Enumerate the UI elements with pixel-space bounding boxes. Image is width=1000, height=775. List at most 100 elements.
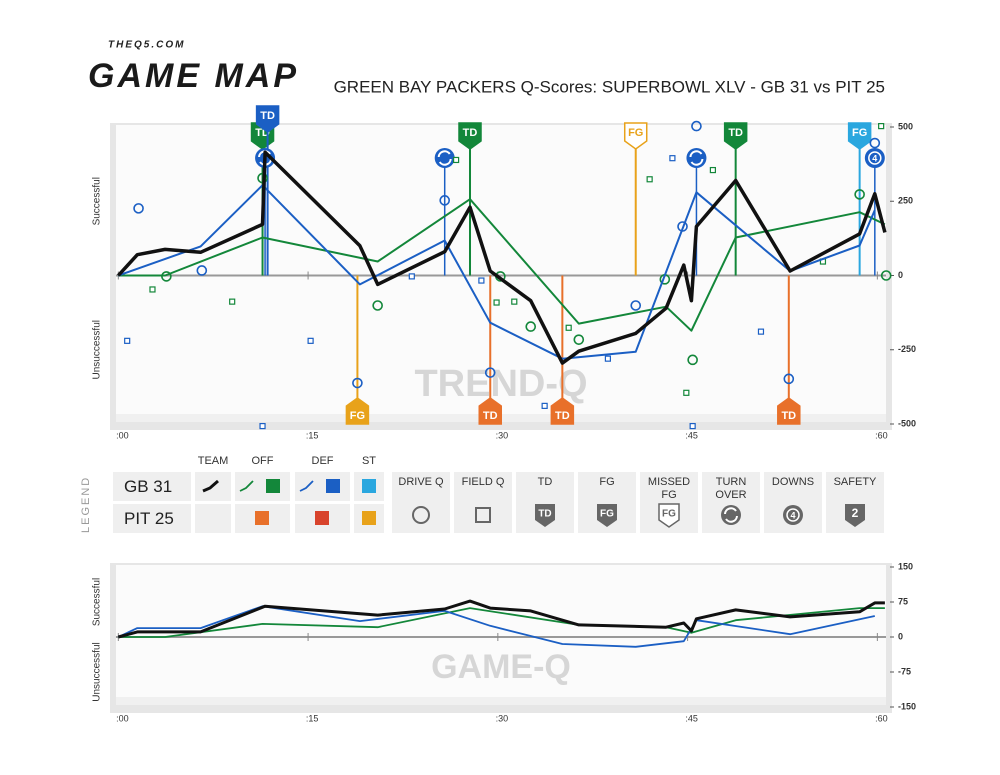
y-axis-label: Successful (92, 578, 103, 626)
panel-floor (116, 697, 886, 705)
legend-cell (195, 504, 231, 533)
legend-cell (354, 472, 384, 501)
event-flag (478, 397, 502, 425)
turnover-arrows (689, 150, 704, 166)
series-line (117, 599, 885, 639)
field-q (689, 422, 696, 430)
drive-q (869, 137, 881, 149)
icon-text: 2 (852, 506, 859, 520)
x-tick-label: :45 (685, 430, 698, 440)
event-flag (345, 397, 370, 425)
event-label: FG (628, 127, 643, 139)
drive-q (691, 120, 702, 132)
icon (475, 507, 491, 523)
legend-cell (113, 504, 191, 533)
legend-icon: DOWNS 4 (764, 472, 822, 533)
event-flag (255, 105, 280, 133)
watermark: GAME-Q (431, 648, 571, 686)
legend-cell (195, 472, 231, 501)
drive-q (630, 300, 642, 311)
field-q (259, 422, 266, 430)
drive-q (372, 300, 383, 311)
legend-cell (295, 472, 350, 501)
legend-icon: TURN OVER (702, 472, 760, 533)
legend-icon-label: FIELD Q (461, 476, 505, 488)
icon-text: 4 (790, 510, 795, 520)
drive-q (439, 195, 451, 206)
icon-text: TD (538, 509, 551, 520)
icon-text: FG (662, 509, 676, 520)
drive-q (133, 203, 144, 214)
drive-q (880, 270, 892, 281)
legend-icon-label: TURN OVER (715, 476, 747, 501)
downs-label: 4 (872, 153, 877, 163)
watermark: TREND-Q (414, 363, 587, 405)
field-q (493, 299, 500, 306)
event-flag (723, 122, 748, 150)
x-tick-label: :00 (116, 430, 129, 440)
x-tick-label: :30 (496, 430, 509, 440)
field-q (541, 402, 548, 409)
event-label: TD (483, 410, 498, 422)
legend-icon-label: SAFETY (833, 476, 877, 488)
event-label: TD (463, 127, 478, 139)
event-flag (623, 122, 648, 150)
legend-icon: MISSED FG FG (640, 472, 698, 533)
field-q (565, 324, 572, 331)
logo: GAME MAP (88, 57, 299, 95)
turnover-arrows (437, 150, 452, 166)
y-tick-label: 75 (898, 596, 908, 606)
icon: 4 (783, 505, 803, 525)
legend-header: TEAM (197, 455, 229, 467)
x-tick-label: :60 (875, 713, 888, 723)
field-q (478, 277, 485, 284)
icon: FG (597, 504, 617, 527)
legend-header: OFF (251, 455, 274, 467)
y-tick-label: -75 (898, 666, 911, 676)
field-q (124, 337, 131, 344)
downs-icon (864, 148, 885, 168)
legend-cell (295, 504, 350, 533)
y-tick-label: 0 (898, 631, 903, 641)
y-axis-label: Successful (92, 177, 103, 225)
legend-icon: DRIVE Q (392, 472, 450, 533)
field-q (683, 389, 690, 396)
field-q (408, 273, 415, 280)
icon (412, 506, 430, 524)
site-name: THEQ5.COM (108, 40, 185, 51)
field-q (757, 328, 765, 335)
field-q (878, 123, 885, 130)
legend-icon: FIELD Q (454, 472, 512, 533)
x-tick-label: :60 (875, 430, 888, 440)
drive-q (525, 321, 537, 332)
drive-q (573, 334, 585, 345)
event-flag (777, 397, 801, 425)
field-q (229, 298, 236, 305)
icon: TD (535, 504, 555, 527)
series-line (117, 150, 887, 365)
field-q (452, 156, 460, 164)
field-q (149, 286, 156, 293)
icon: FG (658, 503, 680, 528)
downs-ring (868, 151, 882, 165)
legend-icon-label: DOWNS (771, 476, 815, 488)
drive-q (352, 377, 363, 389)
event-flag (550, 397, 575, 425)
legend-icon-label: MISSED FG (647, 476, 691, 501)
y-axis-label: Unsuccessful (92, 320, 103, 379)
legend-icon: FG FG (578, 472, 636, 533)
legend-cell (354, 504, 384, 533)
drive-q (484, 367, 496, 378)
y-tick-label: 250 (898, 196, 913, 206)
x-tick-label: :15 (306, 430, 319, 440)
field-q (604, 355, 611, 362)
legend-icon: TD TD (516, 472, 574, 533)
drive-q (783, 373, 795, 385)
drive-q (687, 354, 698, 366)
field-q (669, 155, 676, 162)
legend-cell (235, 504, 290, 533)
legend-icon-label: TD (537, 476, 553, 488)
event-flag (458, 122, 482, 150)
